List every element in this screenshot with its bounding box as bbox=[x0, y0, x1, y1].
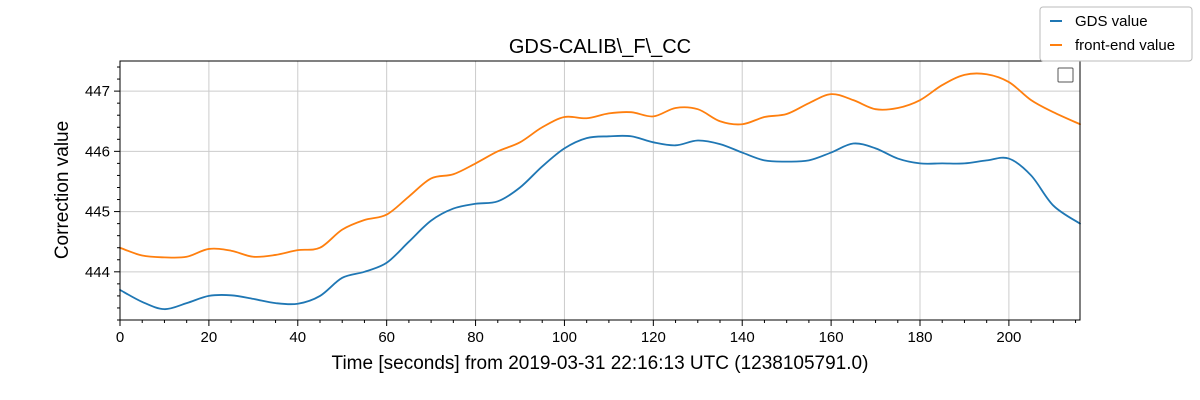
series-line-front-end-value bbox=[119, 72, 1081, 259]
x-tick-label: 120 bbox=[641, 329, 666, 346]
y-tick-label: 445 bbox=[85, 204, 110, 221]
legend-label-gds: GDS value bbox=[1075, 13, 1148, 30]
chart-title: GDS-CALIB\_F\_CC bbox=[509, 36, 691, 58]
series-line-gds-value bbox=[119, 134, 1081, 311]
y-axis-label: Correction value bbox=[52, 121, 73, 259]
y-tick-label: 444 bbox=[85, 264, 110, 281]
x-tick-label: 60 bbox=[378, 329, 395, 346]
x-tick-label: 80 bbox=[467, 329, 484, 346]
ticks: 0 20 40 60 80 100 120 140 160 180 200 444 445 446 447 bbox=[85, 66, 1077, 346]
x-tick-label: 200 bbox=[996, 329, 1021, 346]
y-tick-label: 447 bbox=[85, 83, 110, 100]
x-tick-label: 160 bbox=[819, 329, 844, 346]
x-tick-label: 0 bbox=[116, 329, 124, 346]
x-tick-label: 20 bbox=[201, 329, 218, 346]
y-tick-label: 446 bbox=[85, 143, 110, 160]
empty-legend-box bbox=[1057, 67, 1074, 83]
plot-frame bbox=[119, 60, 1081, 321]
legend-frame bbox=[1039, 6, 1193, 62]
plot-area bbox=[120, 61, 1080, 320]
x-tick-label: 40 bbox=[289, 329, 306, 346]
grid bbox=[119, 61, 1080, 320]
legend-label-frontend: front-end value bbox=[1075, 37, 1175, 54]
series-layer bbox=[119, 72, 1081, 311]
x-axis-label: Time [seconds] from 2019-03-31 22:16:13 … bbox=[332, 353, 869, 374]
x-tick-label: 140 bbox=[730, 329, 755, 346]
x-tick-label: 180 bbox=[907, 329, 932, 346]
x-tick-label: 100 bbox=[552, 329, 577, 346]
legend: GDS value front-end value bbox=[1039, 6, 1193, 62]
